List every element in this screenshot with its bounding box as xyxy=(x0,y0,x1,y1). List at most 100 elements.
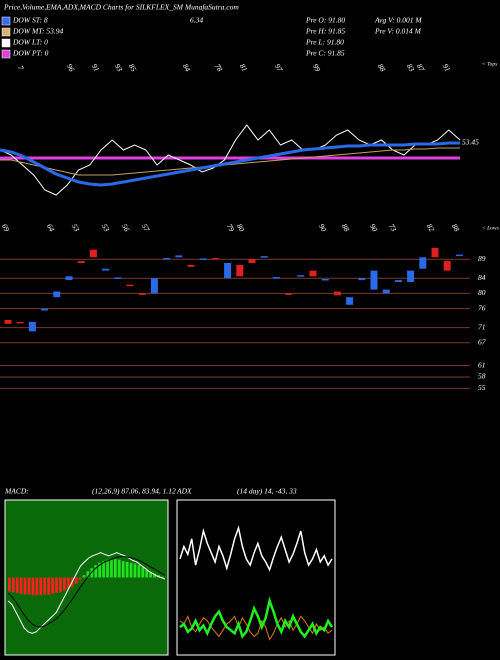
histogram-bar xyxy=(129,562,133,578)
top-label: 91 xyxy=(441,62,453,73)
histogram-bar xyxy=(145,569,149,578)
legend-label: DOW MT: 53.94 xyxy=(12,27,63,36)
candle xyxy=(346,297,354,305)
info: Pre O: 91.80 xyxy=(305,16,345,25)
top-label: 96 xyxy=(65,62,77,73)
histogram-bar xyxy=(94,565,98,578)
top-label: 84 xyxy=(181,62,193,73)
info: Avg V: 0.001 M xyxy=(374,16,422,25)
histogram-bar xyxy=(149,572,153,578)
histogram-bar xyxy=(62,577,66,591)
histogram-bar xyxy=(137,565,141,578)
low-label: 90 xyxy=(368,222,380,233)
lows-label: < Lows xyxy=(482,225,499,231)
level-label: 55 xyxy=(478,383,486,392)
histogram-bar xyxy=(39,577,43,596)
info: Pre C: 91.85 xyxy=(305,49,345,58)
top-label: 99 xyxy=(311,62,323,73)
candle xyxy=(199,258,207,260)
histogram-bar xyxy=(106,559,109,578)
histogram-bar xyxy=(55,577,58,593)
candle xyxy=(272,277,280,279)
low-label: 88 xyxy=(450,222,462,233)
candle xyxy=(53,291,61,298)
top-label: 7 xyxy=(16,64,26,72)
low-label: 56 xyxy=(120,222,132,233)
candle xyxy=(455,254,463,257)
series-line xyxy=(179,525,333,572)
candle xyxy=(89,249,97,258)
chart-title: Price,Volume,EMA,ADX,MACD Charts for SIL… xyxy=(3,3,239,12)
candle xyxy=(407,270,415,282)
level-label: 58 xyxy=(478,372,486,381)
top-label: 93 xyxy=(113,62,125,73)
histogram-bar xyxy=(113,558,117,578)
histogram-bar xyxy=(133,563,137,578)
legend-label: DOW LT: 0 xyxy=(12,38,48,47)
candle xyxy=(236,264,244,277)
series-line xyxy=(179,596,334,639)
legend-label: DOW ST: 8 xyxy=(12,16,48,25)
low-label: 82 xyxy=(425,222,437,233)
candle xyxy=(102,268,110,271)
candle xyxy=(285,293,293,295)
histogram-bar xyxy=(59,577,62,593)
macd-title: MACD: xyxy=(4,487,29,496)
histogram-bar xyxy=(31,577,35,596)
histogram-bar xyxy=(117,559,121,578)
candle xyxy=(77,261,85,263)
candle xyxy=(358,278,366,281)
histogram-bar xyxy=(82,575,86,578)
end-label: 53.45 xyxy=(462,138,479,147)
top-label: 78 xyxy=(213,62,225,73)
level-label: 71 xyxy=(478,322,486,331)
candle xyxy=(382,289,390,294)
info: Pre H: 91.85 xyxy=(305,27,345,36)
histogram-bar xyxy=(86,571,90,578)
low-label: 73 xyxy=(387,222,399,233)
top-label: 81 xyxy=(238,62,250,73)
histogram-bar xyxy=(51,577,54,594)
candle xyxy=(187,264,195,267)
candle xyxy=(309,270,317,277)
top-label: 83 xyxy=(405,62,417,73)
low-label: 88 xyxy=(340,222,352,233)
tops-label: < Tops xyxy=(482,61,497,67)
series-line xyxy=(7,552,166,634)
candle xyxy=(28,321,36,332)
low-label: 53 xyxy=(70,222,82,233)
candle xyxy=(4,320,12,324)
histogram-bar xyxy=(15,577,19,593)
top-label: 85 xyxy=(127,62,139,73)
candle xyxy=(260,256,268,258)
candle xyxy=(211,258,219,260)
candle xyxy=(443,261,451,271)
level-label: 89 xyxy=(478,254,486,263)
candle xyxy=(419,257,427,269)
histogram-bar xyxy=(27,577,31,595)
top-label: 88 xyxy=(376,62,388,73)
series-line xyxy=(0,124,461,196)
adx-title: ADX xyxy=(176,487,192,496)
candle xyxy=(333,291,341,296)
candle xyxy=(138,293,146,295)
series-line xyxy=(7,556,166,628)
candle xyxy=(321,278,329,281)
candle xyxy=(126,284,134,287)
histogram-bar xyxy=(74,577,78,584)
low-label: 90 xyxy=(317,222,329,233)
histogram-bar xyxy=(102,561,105,578)
candle xyxy=(175,255,183,258)
level-label: 61 xyxy=(478,360,486,369)
legend-swatch xyxy=(1,16,11,26)
histogram-bar xyxy=(43,577,47,595)
legend-swatch xyxy=(1,27,11,37)
legend-value: 6.34 xyxy=(190,16,203,25)
low-label: 53 xyxy=(100,222,112,233)
info: Pre V: 0.014 M xyxy=(374,27,422,36)
level-label: 76 xyxy=(478,303,486,312)
histogram-bar xyxy=(153,573,156,578)
macd-subtitle: (12,26,9) 87.06, 83.94, 1.12 xyxy=(92,487,176,496)
